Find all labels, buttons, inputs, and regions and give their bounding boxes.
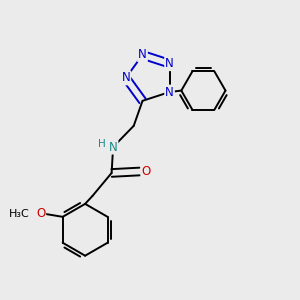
Text: H₃C: H₃C: [9, 209, 30, 219]
Text: O: O: [36, 207, 45, 220]
Text: H: H: [98, 139, 106, 149]
Text: N: N: [122, 71, 130, 84]
Text: N: N: [109, 141, 118, 154]
Text: N: N: [165, 85, 174, 99]
Text: N: N: [138, 48, 147, 62]
Text: O: O: [141, 165, 151, 178]
Text: N: N: [165, 57, 174, 70]
